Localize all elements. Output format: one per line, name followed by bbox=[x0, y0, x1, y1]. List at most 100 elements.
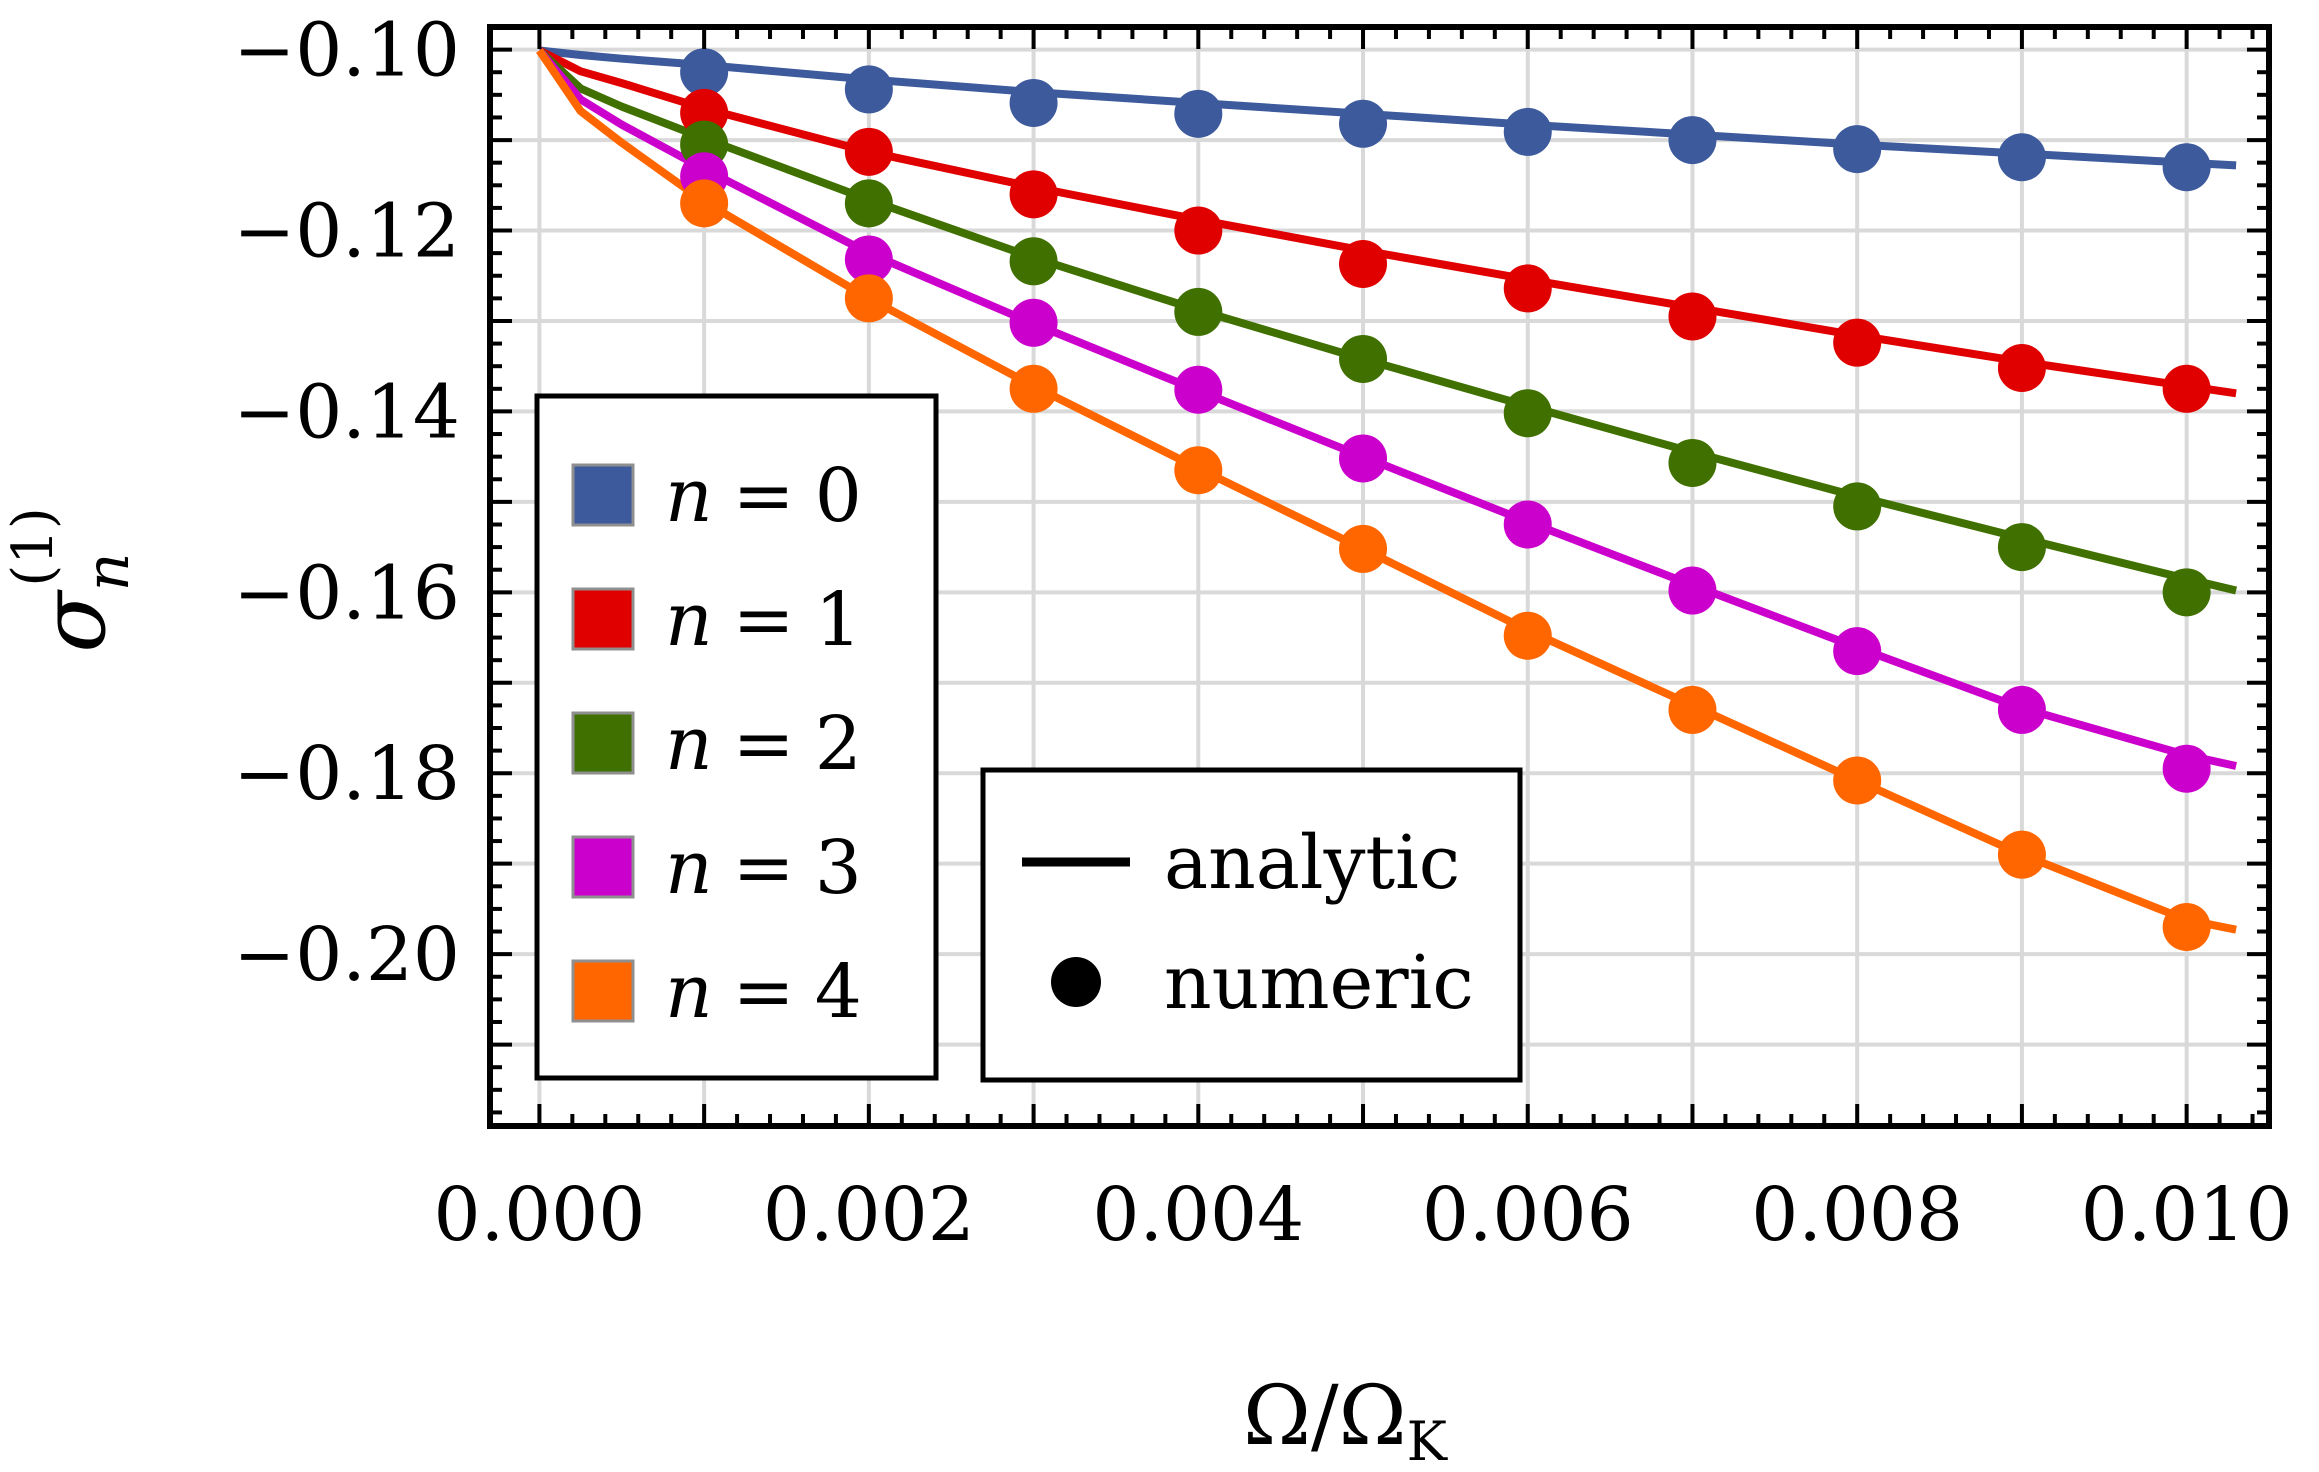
numeric-point-n4 bbox=[2162, 903, 2211, 952]
y-tick-label: −0.20 bbox=[233, 912, 460, 998]
x-tick-label: 0.006 bbox=[1422, 1172, 1634, 1258]
numeric-point-n0 bbox=[1833, 125, 1882, 174]
numeric-point-n2 bbox=[1009, 237, 1058, 286]
y-tick-label: −0.14 bbox=[233, 369, 460, 455]
legend-item-n2: n = 2 bbox=[571, 701, 862, 787]
numeric-point-n2 bbox=[1503, 389, 1552, 438]
numeric-point-n1 bbox=[1174, 206, 1223, 255]
numeric-point-n3 bbox=[844, 235, 893, 284]
legend-swatch bbox=[571, 711, 635, 775]
numeric-point-n0 bbox=[1503, 107, 1552, 156]
x-axis-title: Ω/ΩK bbox=[1243, 1369, 1449, 1472]
legend-swatch bbox=[571, 835, 635, 899]
numeric-point-n2 bbox=[1174, 287, 1223, 336]
numeric-point-n1 bbox=[1668, 292, 1717, 341]
legend-swatch bbox=[571, 587, 635, 651]
style-legend-marker-swatch bbox=[1051, 957, 1101, 1007]
legend-item-n0: n = 0 bbox=[571, 453, 862, 539]
legend-label: n = 1 bbox=[665, 577, 862, 663]
series-legend-items: n = 0 n = 1 n = 2 n = 3 n = 4 bbox=[571, 453, 862, 1035]
analytic-curves bbox=[536, 46, 2238, 934]
y-tick-label: −0.12 bbox=[233, 189, 460, 275]
numeric-point-n4 bbox=[1503, 611, 1552, 660]
numeric-point-n0 bbox=[1339, 99, 1388, 148]
numeric-point-n2 bbox=[1997, 523, 2046, 572]
numeric-point-n2 bbox=[1339, 334, 1388, 383]
x-tick-labels: 0.000 0.002 0.004 0.006 0.008 0.010 bbox=[433, 1172, 2292, 1258]
numeric-point-n2 bbox=[2162, 568, 2211, 617]
numeric-point-n2 bbox=[1668, 438, 1717, 487]
x-tick-label: 0.004 bbox=[1092, 1172, 1304, 1258]
style-legend-marker-label: numeric bbox=[1164, 940, 1474, 1026]
legend-label: n = 0 bbox=[665, 453, 862, 539]
numeric-point-n4 bbox=[1009, 364, 1058, 413]
numeric-point-n1 bbox=[1503, 264, 1552, 313]
legend-swatch bbox=[571, 959, 635, 1023]
numeric-point-n3 bbox=[1833, 627, 1882, 676]
analytic-curve-n4 bbox=[536, 48, 2237, 934]
numeric-point-n1 bbox=[1833, 318, 1882, 367]
plot-frame bbox=[487, 24, 2272, 1129]
numeric-point-n3 bbox=[1668, 566, 1717, 615]
legend-swatch bbox=[571, 463, 635, 527]
numeric-point-n0 bbox=[844, 65, 893, 114]
legend-item-n1: n = 1 bbox=[571, 577, 862, 663]
numeric-point-n4 bbox=[1668, 685, 1717, 734]
numeric-point-n4 bbox=[1174, 446, 1223, 495]
analytic-curve-n0 bbox=[538, 46, 2237, 170]
numeric-point-n2 bbox=[844, 179, 893, 228]
numeric-point-n4 bbox=[1339, 524, 1388, 573]
y-axis-title-sub: n bbox=[73, 553, 143, 592]
numeric-point-n1 bbox=[1009, 170, 1058, 219]
x-axis-title-den: Ω bbox=[1339, 1369, 1407, 1464]
x-tick-label: 0.002 bbox=[763, 1172, 975, 1258]
numeric-point-n0 bbox=[1668, 116, 1717, 165]
numeric-point-n4 bbox=[1997, 830, 2046, 879]
y-axis-title-base: σ bbox=[21, 589, 126, 653]
numeric-point-n2 bbox=[1833, 482, 1882, 531]
numeric-point-n0 bbox=[1174, 89, 1223, 138]
y-tick-label: −0.18 bbox=[233, 731, 460, 817]
y-tick-label: −0.10 bbox=[233, 8, 460, 94]
numeric-point-n3 bbox=[2162, 744, 2211, 793]
style-legend-line-label: analytic bbox=[1164, 820, 1460, 906]
numeric-point-n1 bbox=[844, 127, 893, 176]
numeric-point-n3 bbox=[1503, 500, 1552, 549]
analytic-curve-n3 bbox=[536, 47, 2237, 770]
y-axis-title-sup: (1) bbox=[1, 507, 66, 586]
numeric-point-n3 bbox=[1339, 434, 1388, 483]
x-axis-title-den-sub: K bbox=[1407, 1410, 1449, 1472]
x-axis-title-slash: / bbox=[1311, 1369, 1339, 1464]
numeric-point-n4 bbox=[680, 179, 729, 228]
numeric-point-n0 bbox=[2162, 143, 2211, 192]
legend-label: n = 3 bbox=[665, 825, 862, 911]
numeric-point-n0 bbox=[1009, 78, 1058, 127]
legend-item-n3: n = 3 bbox=[571, 825, 862, 911]
legend-label: n = 4 bbox=[665, 949, 862, 1035]
y-tick-labels: −0.10 −0.12 −0.14 −0.16 −0.18 −0.20 bbox=[233, 8, 460, 999]
y-axis-title: σn(1) bbox=[1, 507, 143, 652]
analytic-curve-n1 bbox=[537, 46, 2237, 398]
series-legend: n = 0 n = 1 n = 2 n = 3 n = 4 bbox=[534, 393, 939, 1081]
analytic-curve-n2 bbox=[536, 47, 2238, 595]
numeric-point-n0 bbox=[680, 48, 729, 97]
x-tick-label: 0.000 bbox=[433, 1172, 645, 1258]
numeric-markers bbox=[680, 48, 2211, 952]
numeric-point-n4 bbox=[1833, 756, 1882, 805]
numeric-point-n3 bbox=[1009, 298, 1058, 347]
style-legend: analytic numeric bbox=[980, 767, 1523, 1083]
y-tick-label: −0.16 bbox=[233, 550, 460, 636]
numeric-point-n1 bbox=[1997, 344, 2046, 393]
style-legend-box bbox=[980, 767, 1523, 1083]
numeric-point-n3 bbox=[1997, 685, 2046, 734]
legend-label: n = 2 bbox=[665, 701, 862, 787]
x-tick-label: 0.010 bbox=[2081, 1172, 2293, 1258]
svg-text:σn(1): σn(1) bbox=[1, 507, 143, 652]
numeric-point-n1 bbox=[2162, 364, 2211, 413]
numeric-point-n4 bbox=[844, 274, 893, 323]
numeric-point-n1 bbox=[1339, 239, 1388, 288]
numeric-point-n0 bbox=[1997, 133, 2046, 182]
x-tick-label: 0.008 bbox=[1751, 1172, 1963, 1258]
x-axis-title-num: Ω bbox=[1243, 1369, 1311, 1464]
